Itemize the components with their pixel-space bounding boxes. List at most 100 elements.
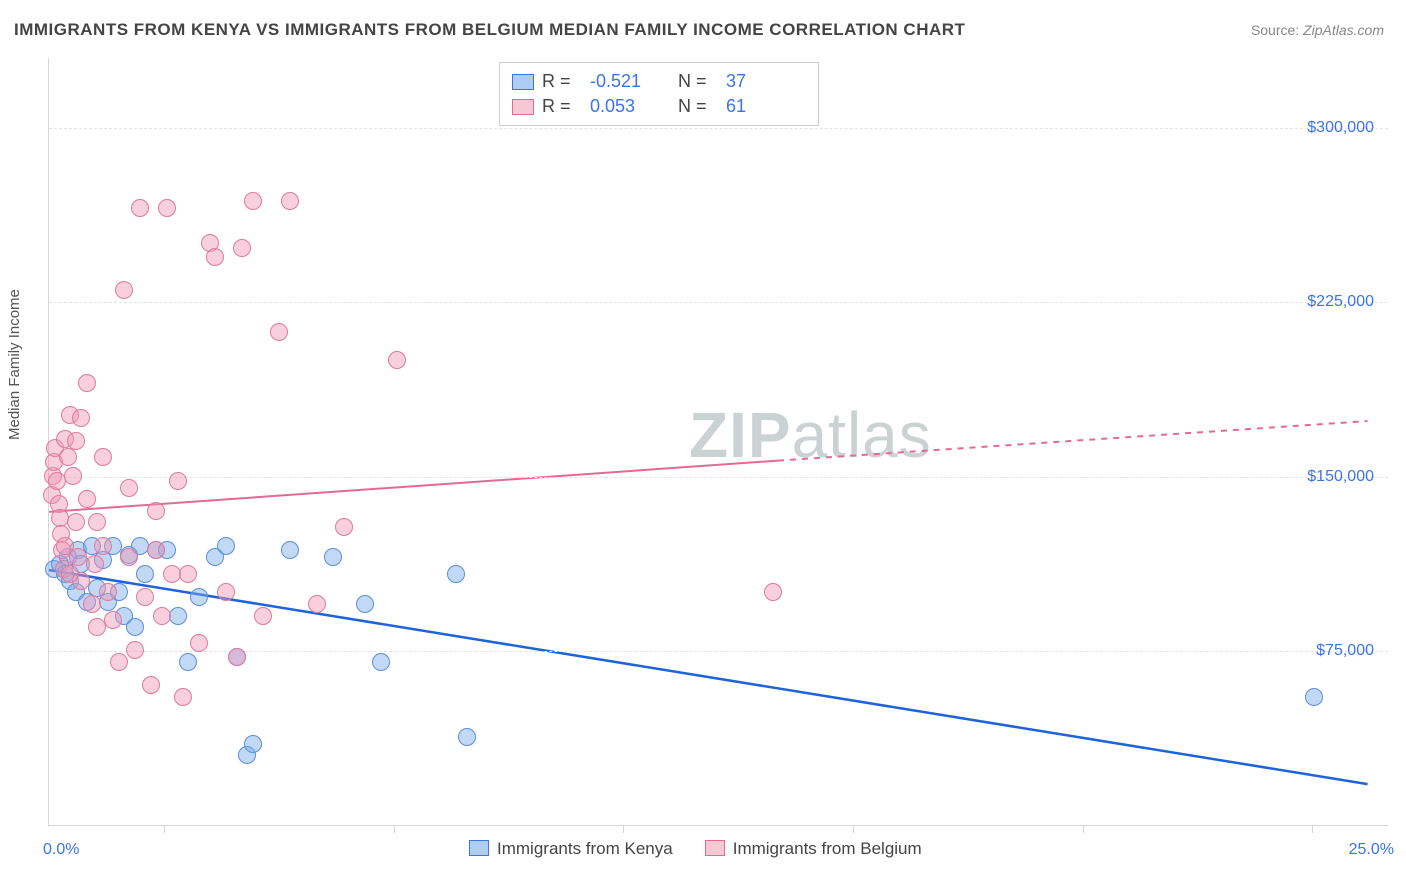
r-label: R = bbox=[542, 94, 582, 119]
data-point-belgium bbox=[163, 565, 181, 583]
data-point-kenya bbox=[158, 541, 176, 559]
data-point-kenya bbox=[206, 548, 224, 566]
data-point-belgium bbox=[61, 406, 79, 424]
y-tick-label: $150,000 bbox=[1307, 468, 1374, 486]
data-point-kenya bbox=[126, 618, 144, 636]
data-point-belgium bbox=[206, 248, 224, 266]
stats-legend-row: R = 0.053 N = 61 bbox=[512, 94, 806, 119]
r-value: 0.053 bbox=[590, 94, 670, 119]
data-point-kenya bbox=[1305, 688, 1323, 706]
x-max-label: 25.0% bbox=[1349, 841, 1394, 859]
data-point-belgium bbox=[115, 281, 133, 299]
data-point-belgium bbox=[104, 611, 122, 629]
trendline-belgium-extrapolated bbox=[778, 421, 1368, 461]
legend-label: Immigrants from Kenya bbox=[497, 839, 673, 858]
watermark: ZIPatlas bbox=[689, 398, 932, 472]
data-point-belgium bbox=[120, 479, 138, 497]
source-label: Source: bbox=[1251, 22, 1299, 38]
y-axis-label: Median Family Income bbox=[6, 289, 23, 440]
data-point-kenya bbox=[51, 555, 69, 573]
data-point-belgium bbox=[88, 618, 106, 636]
data-point-kenya bbox=[110, 583, 128, 601]
y-tick-label: $75,000 bbox=[1316, 642, 1374, 660]
data-point-belgium bbox=[388, 351, 406, 369]
data-point-belgium bbox=[270, 323, 288, 341]
data-point-kenya bbox=[72, 555, 90, 573]
data-point-belgium bbox=[153, 607, 171, 625]
data-point-belgium bbox=[67, 513, 85, 531]
data-point-kenya bbox=[190, 588, 208, 606]
x-tick bbox=[1083, 825, 1084, 833]
legend-swatch bbox=[512, 99, 534, 115]
data-point-belgium bbox=[51, 509, 69, 527]
data-point-belgium bbox=[94, 537, 112, 555]
n-label: N = bbox=[678, 94, 718, 119]
source-link[interactable]: ZipAtlas.com bbox=[1303, 22, 1384, 38]
data-point-kenya bbox=[104, 537, 122, 555]
data-point-belgium bbox=[67, 432, 85, 450]
n-value: 37 bbox=[726, 69, 806, 94]
data-point-belgium bbox=[244, 192, 262, 210]
data-point-belgium bbox=[201, 234, 219, 252]
data-point-belgium bbox=[83, 595, 101, 613]
data-point-belgium bbox=[99, 583, 117, 601]
watermark-zip: ZIP bbox=[689, 399, 792, 471]
data-point-belgium bbox=[147, 541, 165, 559]
data-point-belgium bbox=[59, 448, 77, 466]
data-point-kenya bbox=[217, 537, 235, 555]
data-point-kenya bbox=[45, 560, 63, 578]
data-point-belgium bbox=[110, 653, 128, 671]
gridline bbox=[49, 651, 1388, 652]
data-point-kenya bbox=[179, 653, 197, 671]
data-point-belgium bbox=[46, 439, 64, 457]
data-point-belgium bbox=[190, 634, 208, 652]
data-point-belgium bbox=[308, 595, 326, 613]
data-point-kenya bbox=[78, 593, 96, 611]
x-tick bbox=[1312, 825, 1313, 833]
data-point-belgium bbox=[120, 548, 138, 566]
data-point-belgium bbox=[233, 239, 251, 257]
data-point-belgium bbox=[335, 518, 353, 536]
data-point-kenya bbox=[61, 572, 79, 590]
data-point-belgium bbox=[72, 409, 90, 427]
data-point-belgium bbox=[55, 560, 73, 578]
data-point-belgium bbox=[88, 513, 106, 531]
trend-lines bbox=[49, 58, 1388, 825]
r-value: -0.521 bbox=[590, 69, 670, 94]
data-point-belgium bbox=[69, 548, 87, 566]
data-point-kenya bbox=[88, 579, 106, 597]
data-point-kenya bbox=[244, 735, 262, 753]
correlation-chart: IMMIGRANTS FROM KENYA VS IMMIGRANTS FROM… bbox=[0, 0, 1406, 892]
legend-item: Immigrants from Belgium bbox=[705, 839, 922, 859]
data-point-belgium bbox=[43, 486, 61, 504]
data-point-belgium bbox=[131, 199, 149, 217]
data-point-belgium bbox=[169, 472, 187, 490]
data-point-belgium bbox=[174, 688, 192, 706]
data-point-belgium bbox=[45, 453, 63, 471]
legend-swatch bbox=[705, 840, 725, 856]
data-point-belgium bbox=[86, 555, 104, 573]
data-point-kenya bbox=[131, 537, 149, 555]
data-point-kenya bbox=[59, 548, 77, 566]
gridline bbox=[49, 477, 1388, 478]
data-point-belgium bbox=[56, 537, 74, 555]
data-point-belgium bbox=[72, 572, 90, 590]
trendline-belgium bbox=[49, 461, 778, 512]
data-point-kenya bbox=[69, 541, 87, 559]
data-point-belgium bbox=[254, 607, 272, 625]
data-point-kenya bbox=[136, 565, 154, 583]
data-point-kenya bbox=[447, 565, 465, 583]
data-point-belgium bbox=[217, 583, 235, 601]
plot-area: ZIPatlas R =-0.521N =37R =0.053N =61 Imm… bbox=[48, 58, 1388, 826]
trendline-kenya bbox=[49, 570, 1368, 784]
n-value: 61 bbox=[726, 94, 806, 119]
data-point-belgium bbox=[53, 541, 71, 559]
data-point-kenya bbox=[324, 548, 342, 566]
y-tick-label: $225,000 bbox=[1307, 293, 1374, 311]
data-point-belgium bbox=[136, 588, 154, 606]
data-point-kenya bbox=[94, 551, 112, 569]
data-point-belgium bbox=[281, 192, 299, 210]
gridline bbox=[49, 302, 1388, 303]
x-tick bbox=[394, 825, 395, 833]
x-tick bbox=[853, 825, 854, 833]
